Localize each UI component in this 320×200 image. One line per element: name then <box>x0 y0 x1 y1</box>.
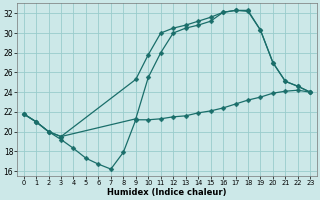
X-axis label: Humidex (Indice chaleur): Humidex (Indice chaleur) <box>107 188 227 197</box>
